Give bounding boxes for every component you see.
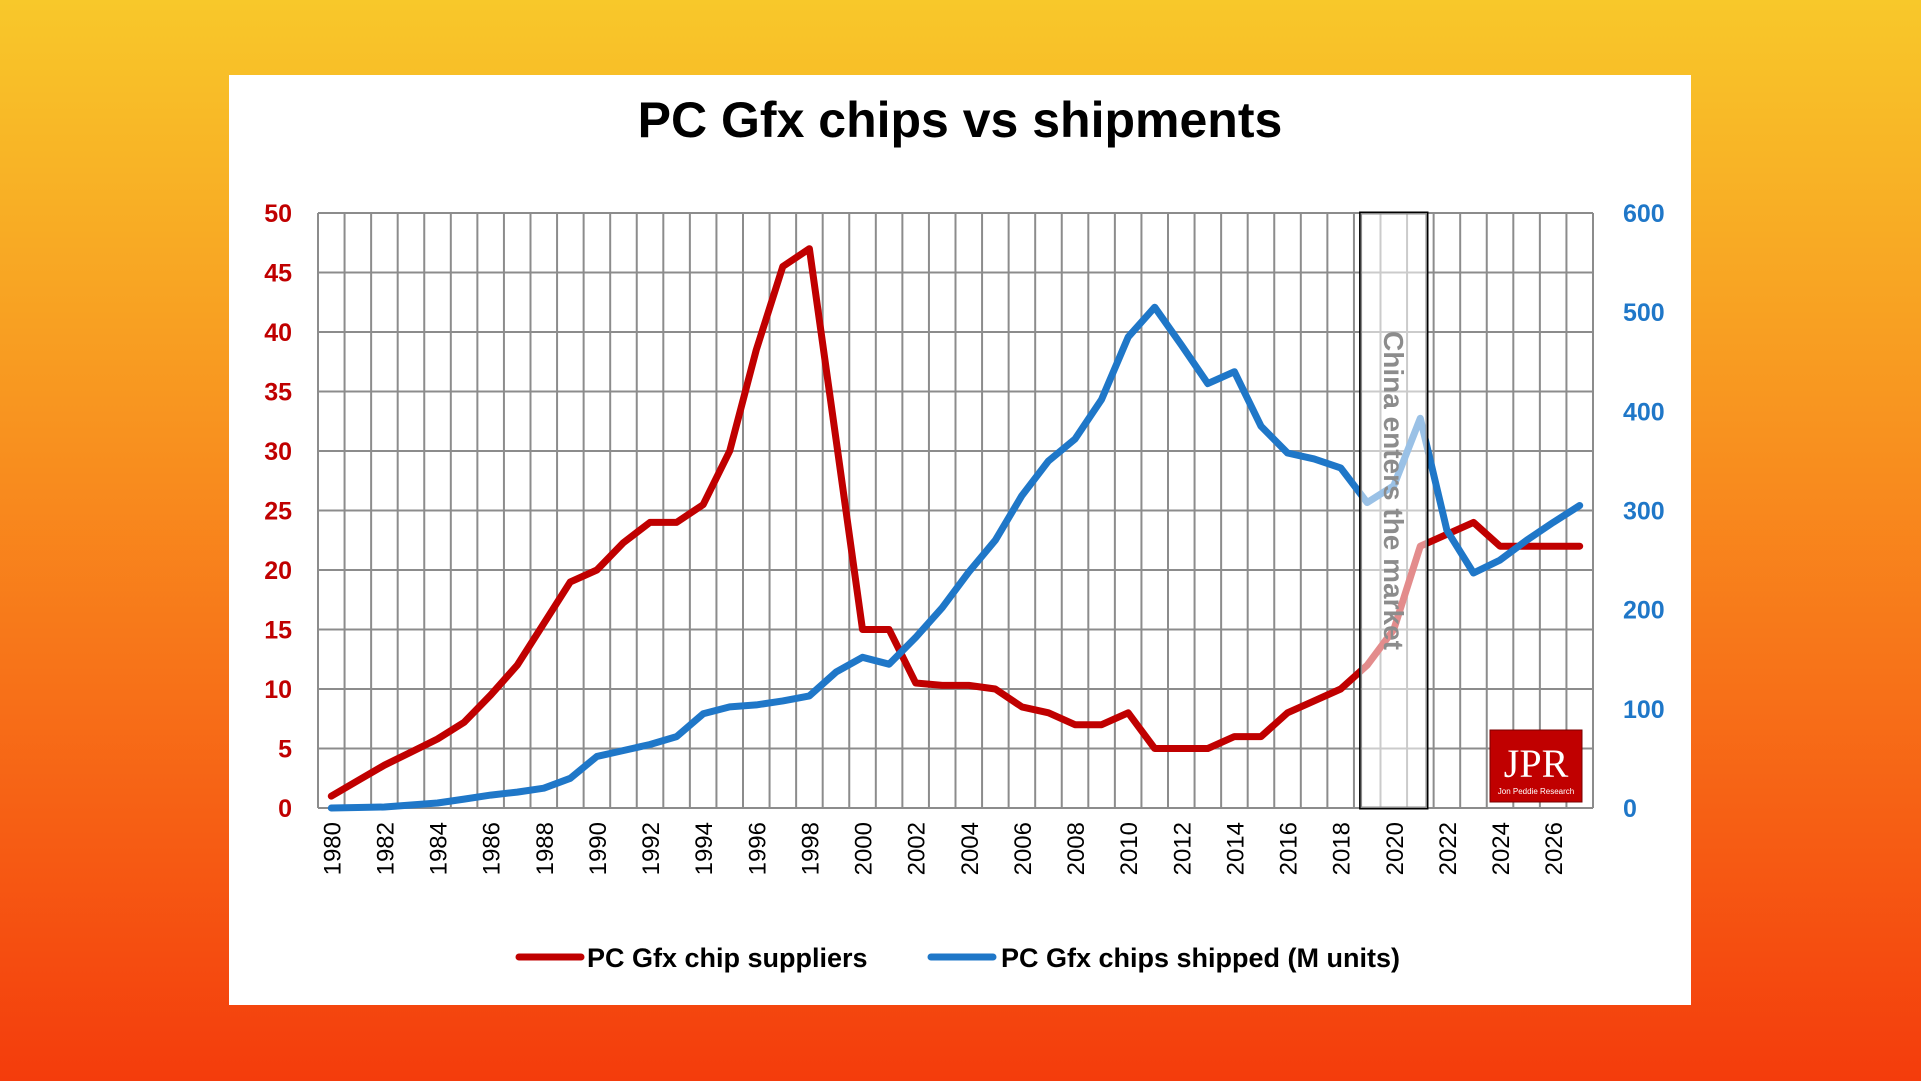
y-right-tick-label: 600 [1623, 200, 1665, 228]
annotation-fade [1360, 213, 1427, 808]
y-left-tick-label: 50 [264, 200, 292, 228]
x-tick-label: 2004 [957, 822, 984, 875]
y-right-tick-label: 500 [1623, 299, 1665, 327]
x-tick-label: 1998 [797, 822, 824, 875]
x-tick-label: 1996 [744, 822, 771, 875]
x-tick-label: 2024 [1488, 822, 1515, 875]
axis-layer: 0510152025303540455001002003004005006001… [264, 200, 1665, 875]
legend-label: PC Gfx chips shipped (M units) [1001, 943, 1400, 973]
y-right-tick-label: 400 [1623, 398, 1665, 426]
y-left-tick-label: 30 [264, 438, 292, 466]
x-tick-label: 1988 [532, 822, 559, 875]
x-tick-label: 2010 [1116, 822, 1143, 875]
x-tick-label: 2002 [904, 822, 931, 875]
chart-card: PC Gfx chips vs shipments 0 5 10 15 20 25 30 35… [229, 75, 1691, 1005]
x-tick-label: 1984 [426, 822, 453, 875]
y-left-tick-label: 35 [264, 379, 292, 407]
y-left-tick-label: 40 [264, 319, 292, 347]
y-left-tick-label: 15 [264, 617, 292, 645]
x-tick-label: 2016 [1276, 822, 1303, 875]
x-tick-label: 2018 [1329, 822, 1356, 875]
y-right-tick-label: 100 [1623, 696, 1665, 724]
y-left-tick-label: 20 [264, 557, 292, 585]
x-tick-label: 2014 [1222, 822, 1249, 875]
x-tick-label: 2022 [1435, 822, 1462, 875]
x-tick-label: 2008 [1063, 822, 1090, 875]
chart-title: PC Gfx chips vs shipments [638, 92, 1283, 148]
logo-subtext: Jon Peddie Research [1498, 787, 1575, 796]
x-tick-label: 1994 [691, 822, 718, 875]
x-tick-label: 2026 [1541, 822, 1568, 875]
logo-text: JPR [1504, 741, 1569, 786]
x-tick-label: 1990 [585, 822, 612, 875]
x-tick-label: 1986 [479, 822, 506, 875]
x-tick-label: 1992 [638, 822, 665, 875]
y-left-tick-label: 25 [264, 498, 292, 526]
x-tick-label: 2012 [1169, 822, 1196, 875]
legend-label: PC Gfx chip suppliers [587, 943, 868, 973]
x-tick-label: 1980 [319, 822, 346, 875]
y-right-tick-label: 300 [1623, 498, 1665, 526]
y-right-tick-label: 200 [1623, 597, 1665, 625]
y-left-tick-label: 5 [278, 736, 292, 764]
y-left-tick-label: 45 [264, 260, 292, 288]
x-tick-label: 1982 [372, 822, 399, 875]
x-tick-label: 2000 [851, 822, 878, 875]
y-right-tick-label: 0 [1623, 795, 1637, 823]
y-left-tick-label: 0 [278, 795, 292, 823]
x-tick-label: 2006 [1010, 822, 1037, 875]
y-left-tick-label: 10 [264, 676, 292, 704]
logo-box [1489, 729, 1583, 803]
legend: PC Gfx chip suppliers PC Gfx chips shippe… [515, 943, 1400, 973]
chart-svg: PC Gfx chips vs shipments 0 5 10 15 20 25 30 35… [264, 92, 1665, 973]
x-tick-label: 2020 [1382, 822, 1409, 875]
